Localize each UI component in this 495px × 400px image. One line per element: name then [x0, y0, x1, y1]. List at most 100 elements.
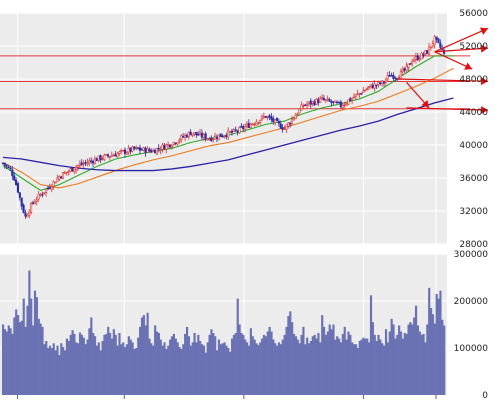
candle-body	[123, 149, 127, 155]
candle-body	[214, 135, 217, 140]
volume-bar	[381, 343, 384, 395]
candle-body	[277, 121, 280, 124]
candle-body	[31, 202, 35, 204]
volume-bar	[67, 340, 70, 395]
candle-body	[281, 127, 284, 130]
candle-body	[97, 155, 100, 162]
volume-bar	[272, 339, 275, 395]
candle-body	[140, 149, 143, 151]
volume-bar	[15, 309, 18, 395]
resistance-lines	[0, 55, 470, 110]
volume-bar	[93, 336, 97, 395]
candle-body	[234, 129, 237, 131]
candle-body	[341, 105, 344, 109]
price-tick-label: 32000	[459, 207, 488, 217]
volume-bar	[268, 326, 271, 395]
volume-bar	[118, 332, 121, 395]
candle-body	[305, 103, 309, 106]
volume-bar	[441, 319, 444, 395]
volume-bar	[276, 345, 279, 395]
volume-bar	[422, 333, 425, 395]
candle-body	[247, 123, 250, 128]
candle-body	[65, 171, 68, 174]
volume-bar	[80, 334, 84, 395]
volume-bar	[403, 332, 406, 395]
volume-bar	[262, 334, 266, 395]
volume-bar	[317, 332, 320, 395]
volume-bar	[292, 333, 296, 395]
volume-bar	[84, 344, 87, 395]
candle-body	[195, 132, 198, 135]
volume-bar	[135, 348, 138, 395]
volume-bar	[255, 343, 258, 395]
volume-bar	[174, 338, 177, 395]
candle-body	[60, 176, 63, 179]
candle-body	[187, 131, 190, 137]
candle-body	[360, 93, 363, 95]
volume-bar	[373, 334, 376, 395]
volume-bar	[369, 295, 373, 395]
candle-body	[198, 132, 202, 135]
volume-bar	[92, 332, 95, 395]
candle-body	[443, 50, 446, 54]
candle-body	[409, 63, 412, 65]
volume-bar	[60, 343, 63, 395]
candle-body	[422, 54, 425, 56]
volume-bar	[204, 352, 207, 395]
volume-bar	[388, 331, 391, 395]
candle-body	[155, 148, 158, 155]
forecast-arrow-head	[479, 27, 488, 35]
volume-bar	[210, 329, 213, 395]
candle-body	[95, 158, 98, 162]
candle-body	[1, 162, 4, 165]
volume-bar	[437, 298, 440, 395]
candle-body	[146, 148, 149, 153]
volume-bar	[439, 290, 442, 395]
candle-body	[215, 137, 218, 139]
volume-bar	[167, 345, 170, 395]
candle-body	[80, 162, 83, 165]
volume-bar	[69, 334, 72, 395]
volume-bar	[32, 325, 35, 395]
candle-body	[369, 84, 372, 87]
volume-bar	[302, 326, 305, 395]
candle-body	[129, 147, 132, 152]
volume-bar	[398, 325, 401, 395]
forecast-arrows	[397, 27, 489, 114]
candle-body	[197, 133, 200, 136]
volume-bar	[386, 342, 389, 395]
volume-bar	[103, 334, 106, 395]
candle-body	[93, 158, 96, 165]
volume-bar	[191, 342, 194, 395]
candle-body	[420, 52, 423, 60]
volume-tick-label: 0	[482, 391, 488, 400]
candle-body	[260, 115, 264, 120]
volume-bar	[2, 324, 5, 395]
candle-body	[26, 214, 29, 218]
volume-bar	[5, 331, 8, 395]
price-tick-label: 28000	[459, 240, 488, 250]
candle-body	[230, 130, 233, 133]
candle-body	[292, 117, 295, 121]
candle-body	[103, 154, 106, 160]
volume-bar	[238, 324, 241, 395]
candle-body	[137, 147, 140, 150]
candle-body	[392, 75, 395, 79]
volume-bar	[105, 333, 108, 395]
volume-bar	[330, 329, 333, 395]
volume-bar	[435, 293, 438, 395]
volume-bar	[108, 332, 112, 395]
candle-body	[138, 147, 142, 151]
candle-body	[251, 123, 254, 126]
volume-bar	[112, 329, 115, 395]
volume-bar	[127, 336, 130, 395]
candle-body	[307, 101, 310, 105]
volume-bar	[99, 350, 102, 395]
candle-body	[193, 132, 196, 135]
candle-body	[75, 166, 78, 171]
volume-bar	[364, 338, 367, 395]
volume-bar	[341, 333, 344, 395]
candle-body	[244, 126, 247, 130]
volume-bar	[208, 334, 211, 395]
candle-body	[399, 71, 402, 80]
